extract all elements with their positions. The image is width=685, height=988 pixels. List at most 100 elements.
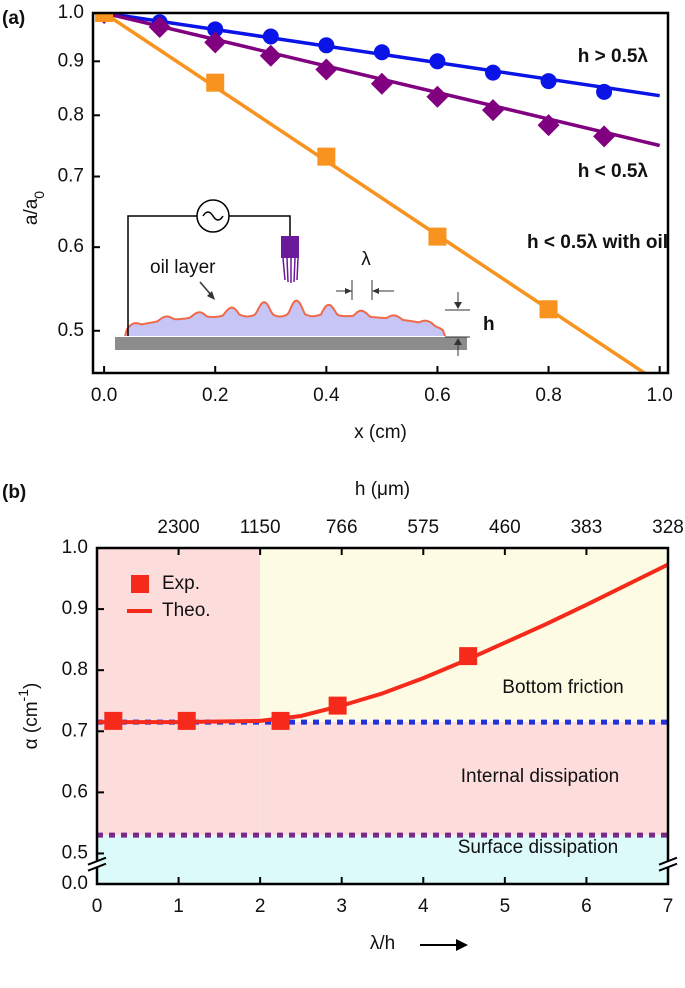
region-label: Bottom friction	[502, 677, 623, 698]
x-tick-label: 1	[173, 896, 184, 917]
marker	[537, 114, 560, 137]
marker	[104, 711, 123, 730]
x-tick-label: 7	[663, 896, 674, 917]
y-tick-label: 0.0	[62, 873, 88, 894]
y-tick-label: 0.7	[58, 166, 84, 187]
source-wave	[202, 211, 224, 221]
arrow-head	[456, 939, 468, 951]
substrate	[115, 337, 467, 350]
y-axis-label-part: )	[21, 683, 42, 689]
x2-tick-label: 1150	[240, 517, 281, 538]
x-tick-label: 0.8	[535, 385, 561, 406]
series-label: h < 0.5λ	[578, 161, 649, 182]
x2-tick-label: 2300	[157, 517, 199, 538]
marker	[204, 31, 227, 54]
x-tick-label: 6	[581, 896, 592, 917]
x-tick-label: 0.2	[202, 385, 228, 406]
marker	[428, 227, 447, 246]
region-surface	[97, 835, 668, 884]
marker	[426, 85, 449, 108]
y-tick-label: 0.9	[58, 50, 84, 71]
series-label: h < 0.5λ with oil	[527, 232, 668, 253]
x2-axis-label: h (μm)	[355, 479, 410, 500]
lambda-arrows	[336, 280, 394, 300]
y-tick-label: 1.0	[58, 2, 84, 23]
x-tick-label: 0	[92, 896, 103, 917]
legend-label: Exp.	[162, 573, 200, 594]
y-axis-label: α (cm-1)	[15, 683, 42, 750]
marker	[485, 64, 501, 81]
marker	[429, 53, 446, 70]
plot-frame	[91, 11, 670, 375]
y-axis-label: a/a0	[21, 191, 47, 225]
x-tick-label: 1.0	[646, 385, 672, 406]
marker	[373, 44, 390, 61]
x2-tick-label: 460	[489, 517, 521, 538]
oil-surface	[124, 299, 446, 337]
fit-line	[103, 13, 648, 373]
inset-label: λ	[361, 249, 371, 270]
plot-frame	[95, 546, 670, 886]
x-tick-label: 4	[418, 896, 429, 917]
region-label: Internal dissipation	[461, 766, 619, 787]
inset-label: h	[483, 314, 495, 335]
marker	[95, 13, 114, 22]
marker	[271, 711, 290, 730]
x2-tick-label: 328	[652, 517, 684, 538]
marker	[370, 72, 393, 95]
marker	[262, 28, 279, 45]
plot-area	[97, 548, 668, 884]
region-internal	[97, 548, 261, 836]
region-internal	[260, 722, 668, 836]
y-axis-label-part: a/a	[21, 198, 42, 225]
x-tick-label: 0.4	[313, 385, 340, 406]
legend-marker	[131, 575, 149, 593]
panel-label: (b)	[2, 482, 26, 503]
y-tick-label: 0.7	[62, 720, 88, 741]
marker	[317, 147, 336, 166]
marker	[315, 58, 338, 81]
x-tick-label: 5	[500, 896, 511, 917]
dipper	[281, 236, 299, 258]
x2-tick-label: 575	[407, 517, 439, 538]
marker	[482, 99, 504, 122]
x-axis-label: x (cm)	[354, 422, 407, 443]
theory-line	[97, 562, 668, 725]
y-tick-label: 0.5	[58, 320, 84, 341]
region-bottom	[260, 548, 668, 723]
inset-label: oil layer	[150, 257, 216, 278]
y-tick-label: 0.9	[62, 598, 88, 619]
y-tick-label: 0.8	[58, 104, 84, 125]
plot-area	[93, 13, 661, 373]
y-axis-label-part: -1	[15, 689, 31, 702]
x-tick-label: 0.6	[424, 385, 450, 406]
y-tick-label: 0.6	[58, 236, 84, 257]
marker	[539, 300, 558, 319]
axis-break-gap	[94, 860, 100, 867]
x-tick-label: 3	[336, 896, 347, 917]
axis-break	[658, 856, 678, 872]
marker	[207, 21, 224, 38]
legend-label: Theo.	[162, 600, 211, 621]
marker	[540, 73, 557, 90]
marker	[259, 44, 282, 67]
axis-break-gap	[665, 860, 671, 867]
y-axis-label-part: 0	[31, 191, 47, 199]
x-tick-label: 2	[255, 896, 266, 917]
marker	[596, 83, 613, 100]
wire	[127, 215, 291, 336]
marker	[328, 696, 347, 715]
marker	[177, 711, 196, 730]
x-axis-label: λ/h	[370, 933, 395, 954]
region-label: Surface dissipation	[458, 837, 619, 858]
h-marks	[445, 292, 470, 356]
oil-pointer-head	[207, 291, 215, 300]
x2-tick-label: 383	[571, 517, 603, 538]
series-label: h > 0.5λ	[578, 46, 649, 67]
marker	[459, 647, 478, 666]
x2-tick-label: 766	[326, 517, 358, 538]
marker	[206, 73, 225, 92]
axis-break	[87, 856, 107, 872]
dipper-tips	[282, 257, 299, 283]
